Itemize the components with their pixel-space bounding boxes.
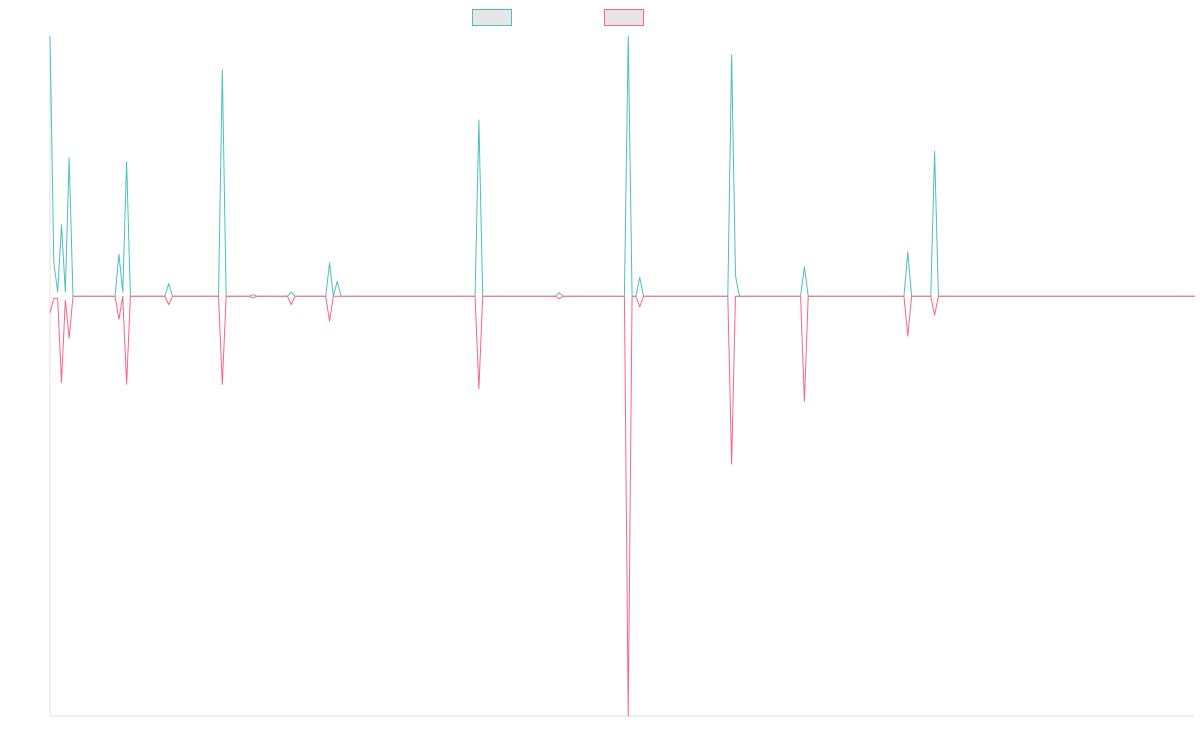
legend-swatch-2 [604, 9, 644, 26]
plot-area [49, 35, 1195, 717]
axes [49, 36, 1195, 717]
legend-swatch-1 [472, 9, 512, 26]
series-line-2 [49, 295, 1195, 717]
series-line-1 [49, 35, 1195, 297]
legend-item-2[interactable] [604, 9, 644, 26]
legend-item-1[interactable] [472, 9, 512, 26]
legend [472, 9, 644, 26]
